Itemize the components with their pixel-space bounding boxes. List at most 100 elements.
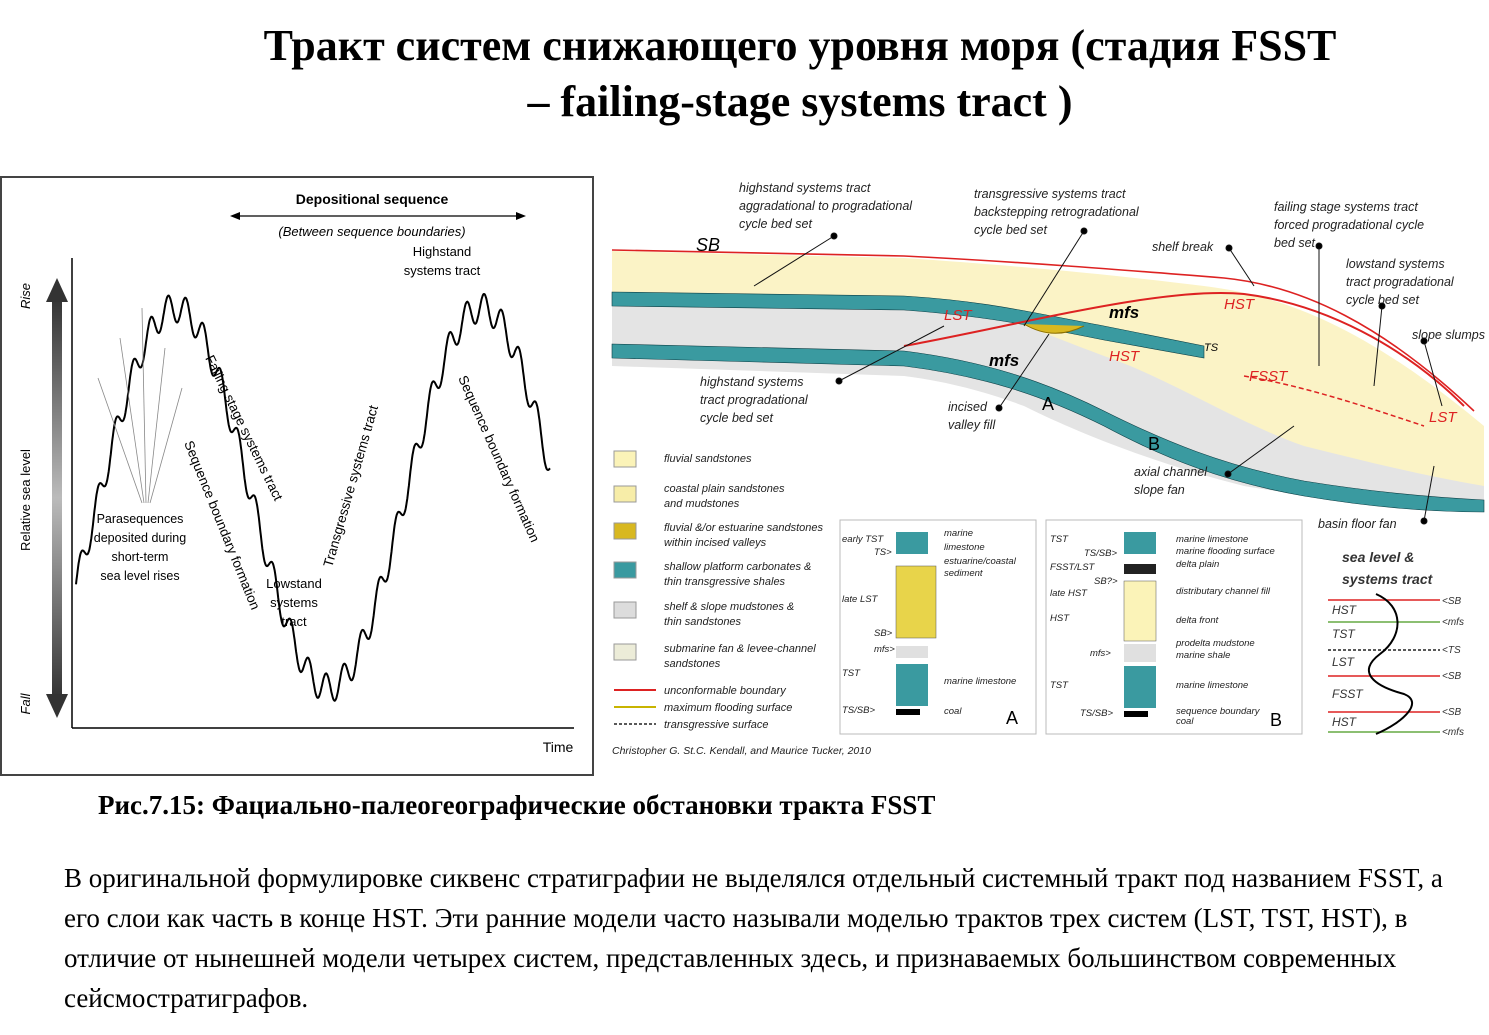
title-line-1: Тракт систем снижающего уровня моря (ста…	[263, 21, 1337, 70]
legend-swatch-6	[613, 643, 637, 661]
col-b-left-2: FSST/LST	[1050, 562, 1096, 573]
hst-label-1: HST	[1224, 296, 1256, 313]
col-b-right-6: marine shale	[1176, 650, 1230, 661]
fsst-dashed	[1243, 375, 1425, 427]
col-a-right-4: marine limestone	[944, 676, 1016, 687]
hst-prog-3: cycle bed set	[700, 411, 773, 425]
col-a-left-6: TS/SB>	[842, 705, 875, 716]
sl-tract-1: TST	[1332, 627, 1356, 641]
legend-6-line-1: submarine fan & levee-channel	[664, 643, 816, 655]
col-b-block-4	[1124, 644, 1156, 662]
col-b-block-1	[1124, 532, 1156, 554]
legend-swatch-4	[613, 561, 637, 579]
col-b-block-5	[1124, 666, 1156, 708]
lowstand-tract-3: cycle bed set	[1346, 293, 1419, 307]
parasequences-line-3: short-term	[112, 550, 169, 564]
col-a-left-4: mfs>	[874, 644, 895, 655]
incised-valley-fill	[1023, 323, 1085, 334]
hst-agg-3: cycle bed set	[739, 217, 812, 231]
legend-swatch-1	[613, 450, 637, 468]
legend-swatch-5	[613, 601, 637, 619]
col-b-right-9: coal	[1176, 716, 1194, 727]
lst-label-2: LST	[1429, 409, 1458, 426]
lst-label-1: LST	[944, 307, 973, 324]
y-fall-label: Fall	[18, 692, 33, 714]
ts-label: TS	[1204, 342, 1219, 354]
incised-1: incised	[948, 400, 988, 414]
sea-level-curve-figure: Depositional sequence (Between sequence …	[0, 176, 594, 776]
col-b-left-0: TST	[1050, 534, 1069, 545]
col-b-right-3: distributary channel fill	[1176, 586, 1271, 597]
col-a-left-1: TS>	[874, 547, 892, 558]
between-boundaries-label: (Between sequence boundaries)	[278, 224, 465, 239]
layer-carbonate-upper	[611, 291, 1205, 359]
lowstand-line-2: systems	[270, 595, 318, 610]
col-a-right-0: marine	[944, 528, 973, 539]
column-b-frame	[1045, 519, 1303, 735]
fsst-forced-2: forced progradational cycle	[1274, 218, 1424, 232]
col-b-right-0: marine limestone	[1176, 534, 1248, 545]
x-axis-label: Time	[543, 739, 574, 755]
sl-mark-2: <TS	[1442, 645, 1461, 656]
page-title: Тракт систем снижающего уровня моря (ста…	[150, 18, 1450, 130]
col-a-left-3: SB>	[874, 628, 893, 639]
fsst-label: FSST	[1249, 368, 1289, 385]
point-b-label: B	[1148, 434, 1160, 454]
col-b-right-1: marine flooding surface	[1176, 546, 1275, 557]
hst-label-2: HST	[1109, 348, 1141, 365]
lowstand-tract-2: tract progradational	[1346, 275, 1455, 289]
layer-carbonate-lower	[611, 343, 1485, 513]
col-b-block-2	[1124, 564, 1156, 574]
highstand-line-2: systems tract	[404, 263, 481, 278]
legend-6-line-2: sandstones	[664, 658, 721, 670]
col-a-right-5: coal	[944, 706, 962, 717]
column-a-frame	[839, 519, 1037, 735]
figure-caption: Рис.7.15: Фациально-палеогеографические …	[98, 790, 936, 820]
point-a-label: A	[1042, 394, 1054, 414]
col-a-block-4	[896, 664, 928, 706]
shelf-break-label: shelf break	[1152, 240, 1214, 254]
y-axis-arrow-shaft	[52, 298, 62, 698]
col-a-block-2	[895, 565, 937, 639]
y-axis-arrow-up	[46, 278, 68, 302]
fsst-forced-3: bed set	[1274, 236, 1316, 250]
highstand-line-1: Highstand	[413, 244, 472, 259]
sl-mark-3: <SB	[1442, 671, 1462, 682]
credit-text: Christopher G. St.C. Kendall, and Mauric…	[612, 745, 871, 757]
axial-2: slope fan	[1134, 483, 1185, 497]
col-b-left-8: TS/SB>	[1080, 708, 1113, 719]
col-a-left-0: early TST	[842, 534, 884, 545]
col-b-left-3: SB?>	[1094, 576, 1118, 587]
sl-tract-0: HST	[1332, 603, 1358, 617]
mfs-label-2: mfs	[989, 351, 1019, 370]
leader-lines	[753, 227, 1443, 525]
col-a-left-2: late LST	[842, 594, 879, 605]
legend-5-line-1: shelf & slope mudstones &	[664, 601, 794, 613]
legend-swatch-3	[613, 522, 637, 540]
col-b-left-5: HST	[1050, 613, 1070, 624]
y-axis-arrow-down	[46, 694, 68, 718]
legend-5-line-2: thin sandstones	[664, 616, 742, 628]
legend-2-line-1: coastal plain sandstones	[664, 483, 785, 495]
col-b-coal	[1124, 711, 1148, 717]
transgressive-label: Transgressive systems tract	[320, 403, 381, 568]
legend-4-line-2: thin transgressive shales	[664, 576, 786, 588]
sea-level-title-1: sea level &	[1342, 549, 1414, 565]
sea-level-mini-curve	[1367, 593, 1413, 735]
hst-agg-2: aggradational to progradational	[739, 199, 913, 213]
stratigraphy-diagram: SB HST HST LST LST FSST mfs mfs TS A B h…	[604, 176, 1489, 776]
basin-floor-label: basin floor fan	[1318, 517, 1397, 531]
legend-4-line-1: shallow platform carbonates &	[664, 561, 811, 573]
tst-back-3: cycle bed set	[974, 223, 1047, 237]
stratigraphy-svg: SB HST HST LST LST FSST mfs mfs TS A B h…	[611, 181, 1485, 757]
legend-line-3: transgressive surface	[664, 719, 769, 731]
sl-tract-4: HST	[1332, 715, 1358, 729]
sea-level-title-2: systems tract	[1342, 571, 1434, 587]
col-b-right-7: marine limestone	[1176, 680, 1248, 691]
y-rise-label: Rise	[18, 283, 33, 309]
lowstand-line-3: tract	[281, 614, 307, 629]
unconformity-line-upper	[903, 291, 1465, 407]
sl-tract-2: LST	[1332, 655, 1356, 669]
sl-mark-4: <SB	[1442, 707, 1462, 718]
fsst-forced-1: failing stage systems tract	[1274, 200, 1418, 214]
